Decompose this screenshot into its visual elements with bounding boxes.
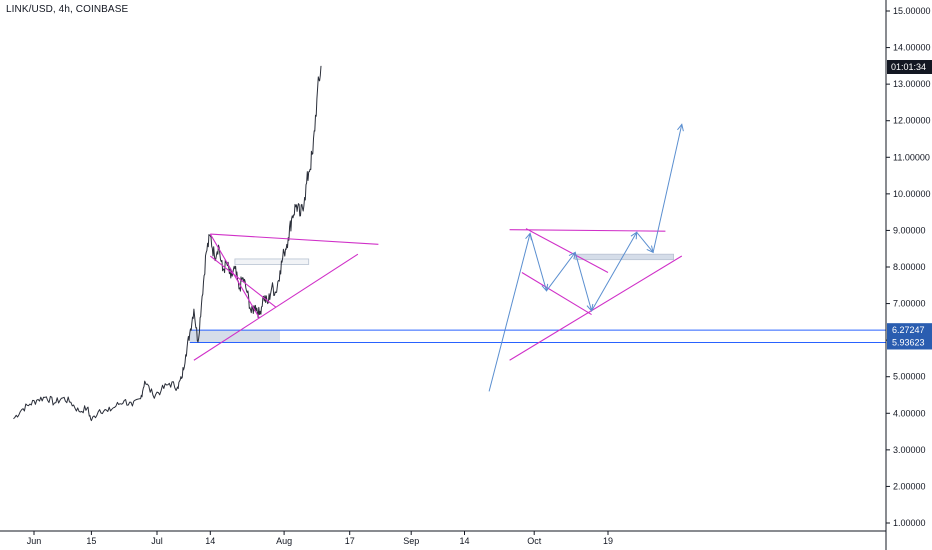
support-zone bbox=[189, 329, 886, 343]
countdown-tag bbox=[887, 60, 932, 74]
y-tick-label: 7.00000 bbox=[893, 299, 926, 309]
projection-segment bbox=[546, 252, 576, 292]
y-tick-label: 10.00000 bbox=[893, 189, 931, 199]
highlight-box bbox=[234, 258, 310, 265]
y-tick-label: 9.00000 bbox=[893, 225, 926, 235]
y-tick-label: 8.00000 bbox=[893, 262, 926, 272]
projection-segment bbox=[529, 233, 547, 291]
x-tick-label: 14 bbox=[205, 536, 215, 546]
pattern-lines bbox=[193, 228, 683, 361]
price-tags: 01:01:34 6.27247 5.93623 bbox=[887, 60, 932, 350]
x-tick-label: Sep bbox=[403, 536, 419, 546]
y-tick-label: 15.00000 bbox=[893, 6, 931, 16]
price-tag bbox=[887, 335, 932, 350]
projection-segment bbox=[652, 124, 683, 253]
chart-title: LINK/USD, 4h, COINBASE bbox=[6, 4, 129, 15]
price-axis[interactable]: 15.00000 14.00000 13.00000 12.00000 11.00000… bbox=[885, 0, 931, 550]
x-tick-label: 17 bbox=[345, 536, 355, 546]
highlight-box bbox=[574, 253, 675, 261]
time-axis[interactable]: Jun 15 Jul 14 Aug 17 Sep 14 Oct 19 bbox=[0, 530, 886, 546]
projection-segment bbox=[488, 233, 531, 392]
y-tick-label: 14.00000 bbox=[893, 43, 931, 53]
pattern-line bbox=[209, 255, 277, 308]
y-tick-label: 3.00000 bbox=[893, 445, 926, 455]
countdown-label: 01:01:34 bbox=[891, 62, 926, 72]
highlight-boxes bbox=[234, 253, 675, 265]
price-tag bbox=[887, 323, 932, 338]
price-line bbox=[13, 65, 322, 422]
x-tick-label: Oct bbox=[527, 536, 542, 546]
y-tick-label: 12.00000 bbox=[893, 116, 931, 126]
pattern-line bbox=[509, 255, 683, 361]
y-tick-label: 11.00000 bbox=[893, 152, 930, 162]
y-tick-label: 1.00000 bbox=[893, 518, 926, 528]
pattern-line bbox=[210, 233, 379, 245]
x-tick-label: Aug bbox=[276, 536, 292, 546]
y-tick-label: 13.00000 bbox=[893, 79, 931, 89]
y-tick-label: 2.00000 bbox=[893, 481, 926, 491]
pattern-line bbox=[525, 228, 609, 273]
price-tag-label: 5.93623 bbox=[892, 337, 925, 347]
projection-segment bbox=[591, 232, 638, 312]
projection-segment bbox=[636, 231, 654, 253]
pattern-line bbox=[209, 233, 260, 319]
price-series bbox=[13, 65, 322, 422]
x-tick-label: 14 bbox=[459, 536, 469, 546]
x-tick-label: 15 bbox=[86, 536, 96, 546]
y-tick-label: 4.00000 bbox=[893, 408, 926, 418]
pattern-line bbox=[521, 272, 592, 316]
x-tick-label: Jun bbox=[27, 536, 42, 546]
x-tick-label: 19 bbox=[603, 536, 613, 546]
projection-path bbox=[488, 123, 684, 392]
projection-segment bbox=[574, 252, 593, 312]
y-tick-label: 5.00000 bbox=[893, 372, 926, 382]
price-tag-label: 6.27247 bbox=[892, 325, 925, 335]
x-tick-label: Jul bbox=[151, 536, 163, 546]
arrow-head bbox=[677, 123, 684, 132]
pattern-line bbox=[509, 229, 666, 232]
zone-box bbox=[189, 330, 280, 343]
